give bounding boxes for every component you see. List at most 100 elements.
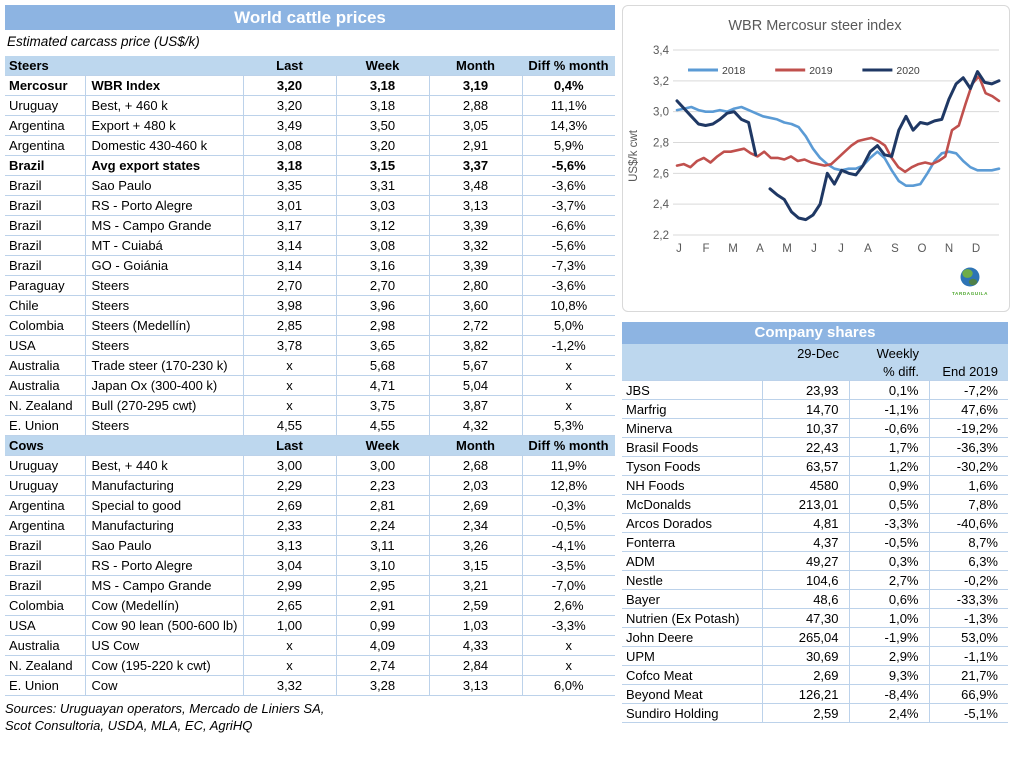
x-tick-label: J bbox=[676, 243, 682, 255]
cell-country: Argentina bbox=[5, 495, 86, 516]
table-row: USA Cow 90 lean (500-600 lb) 1,00 0,99 1,03-… bbox=[5, 615, 615, 636]
legend-label-2020: 2020 bbox=[896, 65, 920, 77]
legend-label-2018: 2018 bbox=[722, 65, 746, 77]
table-row: N. Zealand Bull (270-295 cwt) x 3,75 3,87 x bbox=[5, 395, 615, 416]
cell-last: 3,04 bbox=[243, 555, 337, 576]
company-row: JBS 23,93 0,1% -7,2% bbox=[622, 380, 1008, 400]
table-row: Paraguay Steers 2,70 2,70 2,80 -3,6% bbox=[5, 275, 615, 296]
cell-end-2019: -0,2% bbox=[929, 570, 1008, 590]
cell-country: Brazil bbox=[5, 195, 86, 216]
cell-country: Brazil bbox=[5, 215, 86, 236]
cell-price: 14,70 bbox=[762, 399, 850, 419]
table-row: Australia Trade steer (170-230 k) x 5,68 5,6… bbox=[5, 355, 615, 376]
x-tick-label: F bbox=[702, 243, 709, 255]
cell-price: 4,81 bbox=[762, 513, 850, 533]
column-header: Diff % month bbox=[522, 435, 615, 456]
chart-canvas: WBR Mercosur steer index 3,4 3,2 3,0 2,8 2,6 2… bbox=[628, 18, 1001, 296]
cell-description: Cow (Medellín) bbox=[85, 595, 244, 616]
cell-diff-month: -7,0% bbox=[522, 575, 615, 596]
cell-weekly-diff: -1,9% bbox=[849, 627, 930, 647]
col-header-end-2019: End 2019 bbox=[929, 362, 1008, 381]
cell-company-name: Marfrig bbox=[622, 399, 763, 419]
column-header: Month bbox=[429, 435, 522, 456]
table-row: Argentina Manufacturing 2,33 2,24 2,34 -0,5% bbox=[5, 515, 615, 536]
cell-end-2019: 21,7% bbox=[929, 665, 1008, 685]
cell-weekly-diff: 0,1% bbox=[849, 380, 930, 400]
cell-country: Brazil bbox=[5, 575, 86, 596]
table-row: Brazil MT - Cuiabá 3,14 3,08 3,32 -5,6% bbox=[5, 235, 615, 256]
cell-country: Argentina bbox=[5, 515, 86, 536]
x-tick-label: O bbox=[918, 243, 927, 255]
y-axis-label: US$/k cwt bbox=[628, 129, 640, 182]
cell-last: 1,00 bbox=[243, 615, 337, 636]
table-row: Brazil GO - Goiánia 3,14 3,16 3,39 -7,3% bbox=[5, 255, 615, 276]
cell-company-name: JBS bbox=[622, 380, 763, 400]
cell-last: x bbox=[243, 375, 337, 396]
company-row: ADM 49,27 0,3% 6,3% bbox=[622, 551, 1008, 571]
spacer-cell bbox=[762, 362, 849, 381]
cell-country: Brazil bbox=[5, 255, 86, 276]
cell-last: 2,70 bbox=[243, 275, 337, 296]
series-line-2020 bbox=[768, 70, 1001, 222]
cell-weekly-diff: 1,0% bbox=[849, 608, 930, 628]
cell-diff-month: -3,6% bbox=[522, 275, 615, 296]
cell-country: Australia bbox=[5, 375, 86, 396]
cell-description: Steers bbox=[85, 415, 244, 436]
cell-week: 2,91 bbox=[336, 595, 430, 616]
cell-company-name: Brasil Foods bbox=[622, 437, 763, 457]
cell-diff-month: -3,5% bbox=[522, 555, 615, 576]
x-tick-label: S bbox=[891, 243, 899, 255]
cell-diff-month: x bbox=[522, 375, 615, 396]
cell-last: 2,99 bbox=[243, 575, 337, 596]
company-row: John Deere 265,04 -1,9% 53,0% bbox=[622, 627, 1008, 647]
cell-weekly-diff: 0,9% bbox=[849, 475, 930, 495]
x-tick-label: J bbox=[838, 243, 844, 255]
cell-month: 3,39 bbox=[429, 215, 523, 236]
cell-price: 2,59 bbox=[762, 703, 850, 723]
cell-month: 3,60 bbox=[429, 295, 523, 316]
cell-company-name: Bayer bbox=[622, 589, 763, 609]
logo-globe-icon bbox=[962, 269, 973, 278]
cell-price: 104,6 bbox=[762, 570, 850, 590]
section-label: Cows bbox=[5, 435, 243, 456]
cell-price: 126,21 bbox=[762, 684, 850, 704]
cell-month: 2,91 bbox=[429, 135, 523, 156]
cell-description: Japan Ox (300-400 k) bbox=[85, 375, 244, 396]
company-row: Nestle 104,6 2,7% -0,2% bbox=[622, 570, 1008, 590]
cell-price: 10,37 bbox=[762, 418, 850, 438]
col-header-pct-diff: % diff. bbox=[849, 362, 929, 381]
section-header-row: Steers Last Week Month Diff % month bbox=[5, 56, 615, 76]
cell-description: Special to good bbox=[85, 495, 244, 516]
cell-description: Cow (195-220 k cwt) bbox=[85, 655, 244, 676]
cell-last: 2,85 bbox=[243, 315, 337, 336]
cell-last: 3,49 bbox=[243, 115, 337, 136]
cell-last: 3,14 bbox=[243, 255, 337, 276]
cell-diff-month: -3,6% bbox=[522, 175, 615, 196]
series-line-2020 bbox=[675, 99, 758, 157]
cell-last: 3,78 bbox=[243, 335, 337, 356]
cell-weekly-diff: 2,9% bbox=[849, 646, 930, 666]
table-row: Argentina Special to good 2,69 2,81 2,69 -0,3… bbox=[5, 495, 615, 516]
cell-description: Steers (Medellín) bbox=[85, 315, 244, 336]
cell-month: 3,48 bbox=[429, 175, 523, 196]
cell-country: Argentina bbox=[5, 135, 86, 156]
panel-subtitle: Estimated carcass price (US$/k) bbox=[7, 34, 200, 49]
cell-country: Brazil bbox=[5, 555, 86, 576]
cell-month: 2,59 bbox=[429, 595, 523, 616]
cell-month: 2,69 bbox=[429, 495, 523, 516]
company-row: McDonalds 213,01 0,5% 7,8% bbox=[622, 494, 1008, 514]
company-row: NH Foods 4580 0,9% 1,6% bbox=[622, 475, 1008, 495]
cell-end-2019: 1,6% bbox=[929, 475, 1008, 495]
logo-globe-icon bbox=[968, 278, 978, 286]
cell-month: 4,33 bbox=[429, 635, 523, 656]
cell-weekly-diff: -1,1% bbox=[849, 399, 930, 419]
y-tick-label: 3,0 bbox=[653, 107, 669, 119]
cell-week: 3,75 bbox=[336, 395, 430, 416]
cell-last: x bbox=[243, 395, 337, 416]
cell-diff-month: x bbox=[522, 655, 615, 676]
cell-description: US Cow bbox=[85, 635, 244, 656]
cell-diff-month: x bbox=[522, 395, 615, 416]
cell-diff-month: -3,7% bbox=[522, 195, 615, 216]
cell-diff-month: -3,3% bbox=[522, 615, 615, 636]
cell-diff-month: 10,8% bbox=[522, 295, 615, 316]
